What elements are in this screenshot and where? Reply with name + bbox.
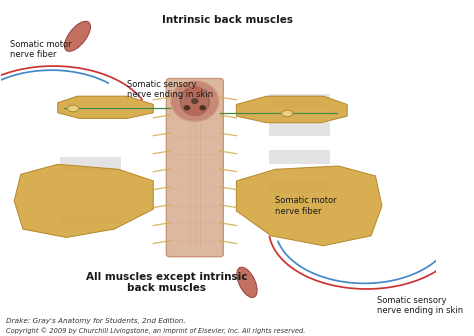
Polygon shape <box>14 164 153 238</box>
Ellipse shape <box>64 21 91 51</box>
Text: All muscles except intrinsic
back muscles: All muscles except intrinsic back muscle… <box>86 271 247 293</box>
Ellipse shape <box>67 105 79 112</box>
Ellipse shape <box>187 105 202 116</box>
Text: Copyright © 2009 by Churchill Livingstone, an imprint of Elsevier, Inc. All righ: Copyright © 2009 by Churchill Livingston… <box>6 327 305 334</box>
FancyBboxPatch shape <box>269 94 329 108</box>
Text: Somatic motor
nerve fiber: Somatic motor nerve fiber <box>10 40 72 59</box>
FancyBboxPatch shape <box>269 179 329 193</box>
Text: Somatic sensory
nerve ending in skin: Somatic sensory nerve ending in skin <box>377 296 464 315</box>
Ellipse shape <box>180 87 210 116</box>
Circle shape <box>200 106 205 110</box>
Ellipse shape <box>282 110 293 117</box>
Text: Intrinsic back muscles: Intrinsic back muscles <box>162 15 293 25</box>
Ellipse shape <box>171 81 219 121</box>
Circle shape <box>184 106 190 110</box>
FancyBboxPatch shape <box>269 150 329 164</box>
Ellipse shape <box>187 86 202 97</box>
Polygon shape <box>58 96 153 118</box>
Text: Drake: Gray's Anatomy for Students, 2nd Edition.: Drake: Gray's Anatomy for Students, 2nd … <box>6 318 185 324</box>
FancyBboxPatch shape <box>60 210 121 224</box>
Polygon shape <box>237 96 347 123</box>
FancyBboxPatch shape <box>269 122 329 136</box>
Ellipse shape <box>237 267 257 297</box>
Text: Somatic sensory
nerve ending in skin: Somatic sensory nerve ending in skin <box>128 80 214 99</box>
Polygon shape <box>237 166 382 246</box>
Text: Somatic motor
nerve fiber: Somatic motor nerve fiber <box>275 196 337 216</box>
FancyBboxPatch shape <box>60 157 121 171</box>
FancyBboxPatch shape <box>166 79 223 257</box>
Circle shape <box>192 99 198 103</box>
